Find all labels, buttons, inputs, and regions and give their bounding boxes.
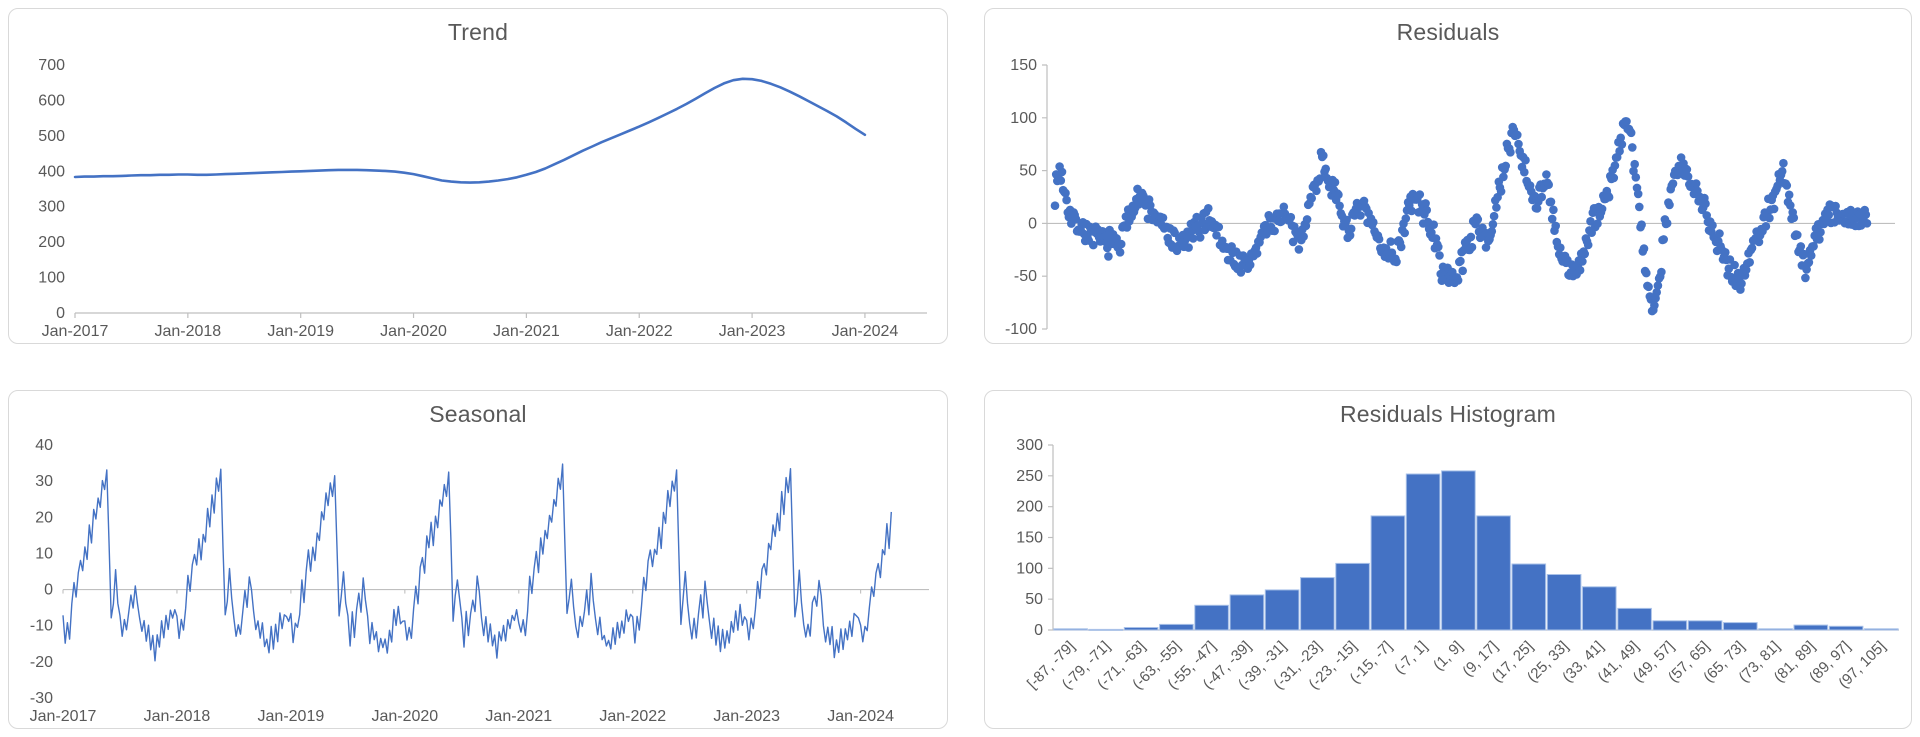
- svg-text:150: 150: [1016, 530, 1043, 547]
- svg-text:(-7, 1]: (-7, 1]: [1391, 638, 1431, 678]
- trend-chart-canvas: Jan-2017 Jan-2018 Jan-2019 Jan-2020 Jan-2021…: [38, 57, 927, 340]
- svg-text:100: 100: [1016, 560, 1043, 577]
- svg-text:50: 50: [1025, 591, 1043, 608]
- svg-text:-50: -50: [1014, 268, 1037, 285]
- svg-text:-10: -10: [30, 618, 53, 635]
- residuals-chart-title: Residuals: [1396, 19, 1500, 45]
- trend-chart-panel[interactable]: Trend Jan-2017 Jan-2018 Jan-2019 Jan-2020 Ja…: [8, 8, 948, 344]
- svg-text:Jan-2017: Jan-2017: [30, 708, 97, 725]
- residuals-histogram-panel[interactable]: Residuals Histogram 300 250 200 150 100 50 0 [-…: [984, 390, 1912, 729]
- svg-text:0: 0: [1034, 622, 1043, 639]
- svg-text:Jan-2020: Jan-2020: [371, 708, 438, 725]
- svg-text:150: 150: [1010, 57, 1037, 74]
- svg-text:0: 0: [56, 305, 65, 322]
- svg-text:Jan-2022: Jan-2022: [599, 708, 666, 725]
- svg-text:Jan-2022: Jan-2022: [606, 323, 673, 340]
- residuals-histogram-title: Residuals Histogram: [1340, 401, 1556, 427]
- residuals-chart-panel[interactable]: Residuals 150 100 50 0 -50 -100: [984, 8, 1912, 344]
- svg-text:Jan-2021: Jan-2021: [493, 323, 560, 340]
- svg-text:Jan-2024: Jan-2024: [827, 708, 894, 725]
- svg-text:400: 400: [38, 163, 65, 180]
- svg-text:0: 0: [1028, 215, 1037, 232]
- svg-text:0: 0: [44, 582, 53, 599]
- trend-chart-title: Trend: [447, 19, 509, 45]
- svg-text:10: 10: [35, 545, 53, 562]
- svg-text:-100: -100: [1005, 321, 1037, 338]
- svg-text:600: 600: [38, 92, 65, 109]
- svg-text:200: 200: [38, 234, 65, 251]
- svg-text:-20: -20: [30, 654, 53, 671]
- svg-text:200: 200: [1016, 499, 1043, 516]
- seasonal-chart-canvas: Jan-2017 Jan-2018 Jan-2019 Jan-2020 Jan-2021…: [30, 437, 929, 725]
- svg-text:100: 100: [1010, 110, 1037, 127]
- svg-text:300: 300: [38, 199, 65, 216]
- residuals-chart-canvas: 150 100 50 0 -50 -100: [1005, 57, 1895, 338]
- svg-text:250: 250: [1016, 468, 1043, 485]
- seasonal-chart-panel[interactable]: Seasonal Jan-2017 Jan-2018 Jan-2019 Jan-202…: [8, 390, 948, 729]
- svg-text:Jan-2017: Jan-2017: [42, 323, 109, 340]
- svg-text:Jan-2018: Jan-2018: [154, 323, 221, 340]
- svg-text:700: 700: [38, 57, 65, 74]
- svg-text:Jan-2019: Jan-2019: [258, 708, 325, 725]
- svg-text:500: 500: [38, 128, 65, 145]
- svg-text:40: 40: [35, 437, 53, 454]
- svg-text:30: 30: [35, 473, 53, 490]
- seasonal-chart-title: Seasonal: [429, 401, 527, 427]
- svg-text:Jan-2023: Jan-2023: [713, 708, 780, 725]
- svg-text:Jan-2020: Jan-2020: [380, 323, 447, 340]
- svg-text:Jan-2023: Jan-2023: [719, 323, 786, 340]
- svg-text:-30: -30: [30, 690, 53, 707]
- svg-text:Jan-2019: Jan-2019: [267, 323, 334, 340]
- svg-text:Jan-2018: Jan-2018: [144, 708, 211, 725]
- svg-text:100: 100: [38, 270, 65, 287]
- svg-text:Jan-2021: Jan-2021: [485, 708, 552, 725]
- svg-text:20: 20: [35, 509, 53, 526]
- svg-text:300: 300: [1016, 437, 1043, 454]
- svg-text:Jan-2024: Jan-2024: [832, 323, 899, 340]
- svg-text:50: 50: [1019, 163, 1037, 180]
